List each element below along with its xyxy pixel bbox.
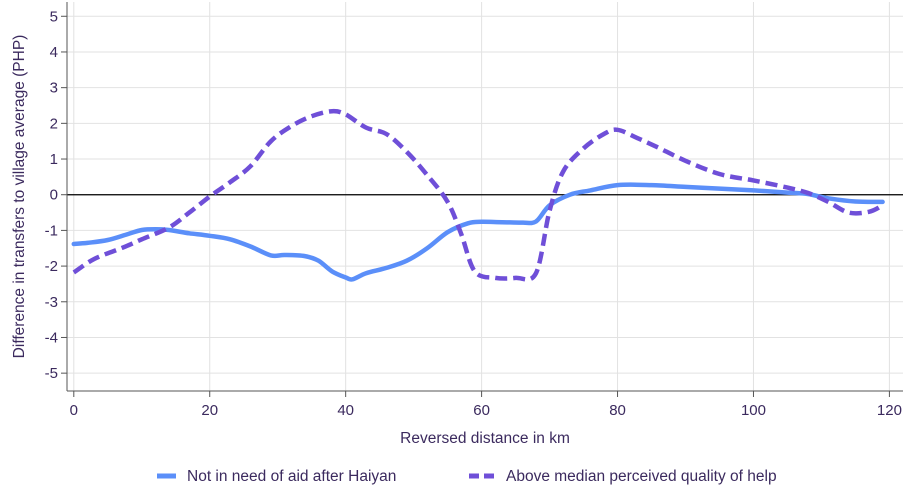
- legend-label-not-in-need: Not in need of aid after Haiyan: [187, 468, 396, 485]
- series-line-above-median: [72, 108, 884, 282]
- x-tick-label: 100: [741, 402, 766, 419]
- x-tick-label: 40: [337, 402, 354, 419]
- y-tick-label: 3: [50, 80, 58, 97]
- axes-layer: [66, 2, 903, 392]
- y-tick-label: -1: [45, 222, 58, 239]
- x-tick-label: 80: [609, 402, 626, 419]
- series-layer: [71, 108, 885, 282]
- y-tick-label: 4: [50, 44, 58, 61]
- x-tick-label: 60: [473, 402, 490, 419]
- grid-layer: [67, 2, 903, 391]
- y-tick-label: 2: [50, 115, 58, 132]
- x-tick-label: 120: [877, 402, 902, 419]
- x-axis-title: Reversed distance in km: [400, 430, 570, 447]
- y-tick-label: -4: [45, 329, 58, 346]
- y-tick-label: 5: [50, 8, 58, 25]
- y-axis-title: Difference in transfers to village avera…: [11, 35, 28, 359]
- y-tick-label: -5: [45, 365, 58, 382]
- ticks-layer: 0 20 40 60 80 100 120 5 4 3 2 1 0 -1 -2 -3 -4 -5: [45, 8, 902, 419]
- series-line-not-in-need: [71, 182, 885, 282]
- x-tick-label: 20: [201, 402, 218, 419]
- y-tick-label: 1: [50, 151, 58, 168]
- legend: Not in need of aid after Haiyan Above me…: [157, 468, 777, 485]
- y-tick-label: -2: [45, 258, 58, 275]
- y-tick-label: 0: [50, 187, 58, 204]
- x-tick-label: 0: [70, 402, 78, 419]
- y-tick-label: -3: [45, 294, 58, 311]
- legend-label-above-median: Above median perceived quality of help: [506, 468, 777, 485]
